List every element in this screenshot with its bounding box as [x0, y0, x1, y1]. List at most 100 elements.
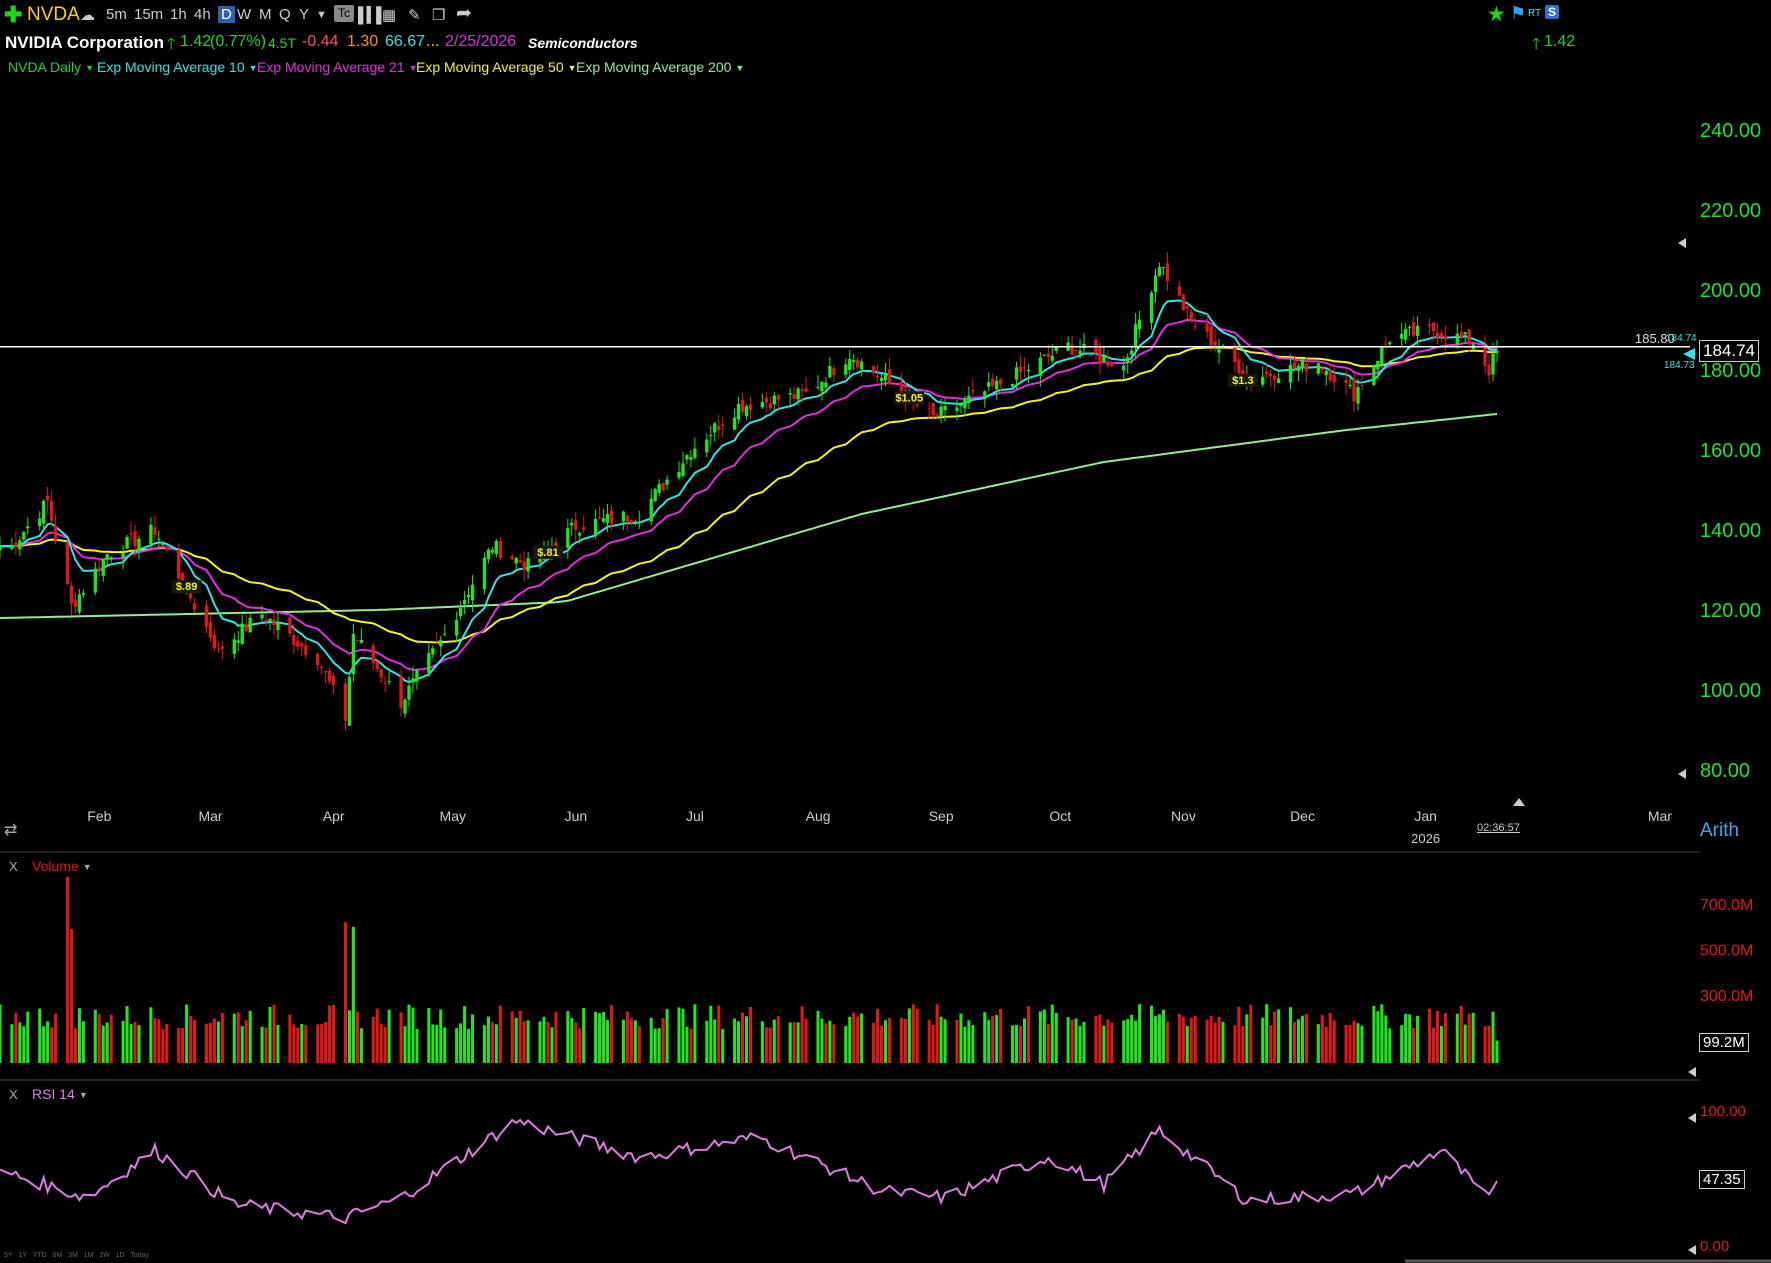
volume-bar — [248, 1011, 252, 1063]
more-info-ellipsis[interactable]: ... — [426, 33, 440, 50]
interval-yearly[interactable]: Y — [299, 6, 310, 23]
legend-ema21[interactable]: Exp Moving Average 21 ▼ — [257, 59, 418, 75]
volume-bar — [0, 1004, 2, 1063]
interval-1h[interactable]: 1h — [170, 6, 187, 23]
volume-scroll-icon[interactable] — [1688, 1067, 1696, 1077]
volume-bar — [1078, 1025, 1082, 1063]
zoom-today[interactable]: Today — [130, 1252, 149, 1259]
close-volume-panel[interactable]: X — [9, 859, 18, 874]
candle-body — [77, 594, 82, 613]
volume-bar — [661, 1018, 665, 1063]
calendar-grid-icon[interactable]: ▦ — [382, 7, 397, 24]
scroll-up-icon[interactable] — [1678, 238, 1686, 248]
legend-ema50[interactable]: Exp Moving Average 50 ▼ — [416, 59, 577, 75]
scale-mode-toggle[interactable]: Arith — [1700, 820, 1740, 841]
favorite-star-icon[interactable]: ★ — [1487, 3, 1506, 26]
candle-body — [204, 605, 209, 627]
interval-quarterly[interactable]: Q — [279, 6, 291, 23]
flag-icon[interactable]: ⚑ — [1510, 3, 1527, 23]
chevron-down-icon[interactable]: ▼ — [78, 1090, 88, 1101]
volume-bar — [935, 1004, 939, 1063]
volume-bar — [443, 1027, 447, 1063]
volume-bar — [1332, 1020, 1336, 1063]
close-rsi-panel[interactable]: X — [9, 1087, 18, 1102]
candle-body — [1348, 384, 1352, 387]
interval-5m[interactable]: 5m — [106, 6, 127, 23]
chevron-down-icon[interactable]: ▼ — [735, 63, 745, 74]
candle-body — [1181, 294, 1185, 311]
chevron-down-icon[interactable]: ▼ — [82, 862, 92, 873]
interval-4h[interactable]: 4h — [194, 6, 211, 23]
interval-weekly[interactable]: W — [237, 6, 252, 23]
rsi-scroll-down-icon[interactable] — [1688, 1245, 1696, 1255]
volume-bar — [554, 1012, 558, 1063]
zoom-5y[interactable]: 5Y — [4, 1252, 13, 1259]
volume-bar — [22, 1026, 26, 1063]
candle-body — [582, 527, 586, 531]
candle-body — [431, 648, 435, 655]
volume-panel-label[interactable]: Volume ▼ — [32, 858, 92, 874]
bar-chart-icon[interactable]: ▌▍▌ — [358, 7, 387, 24]
sector-label[interactable]: Semiconductors — [528, 35, 638, 51]
zoom-3m[interactable]: 3M — [68, 1252, 78, 1259]
legend-ema10-label: Exp Moving Average 10 — [97, 59, 245, 75]
volume-bar — [125, 1006, 129, 1063]
chart-type-icon[interactable]: ☁ — [80, 7, 95, 24]
volume-bar — [1102, 1025, 1106, 1063]
tc-indicator-icon[interactable]: Tc — [334, 5, 354, 22]
zoom-6m[interactable]: 6M — [52, 1252, 63, 1259]
s-button[interactable]: S — [1545, 5, 1560, 19]
zoom-1d[interactable]: 1D — [115, 1252, 125, 1259]
chevron-down-icon[interactable]: ▼ — [567, 63, 577, 74]
candle-body — [526, 558, 530, 572]
candle-body — [748, 404, 753, 411]
legend-price-series[interactable]: NVDA Daily ▼ — [8, 59, 94, 75]
share-icon[interactable]: ➦ — [456, 3, 472, 24]
candle-body — [1209, 326, 1213, 346]
candle-body — [1082, 343, 1086, 349]
candle-body — [236, 640, 240, 643]
zoom-1m[interactable]: 1M — [83, 1252, 94, 1259]
zoom-1w[interactable]: 1W — [99, 1252, 110, 1259]
interval-monthly[interactable]: M — [259, 6, 272, 23]
volume-bar — [1360, 1025, 1364, 1063]
chevron-down-icon[interactable]: ▼ — [248, 63, 258, 74]
legend-ema200[interactable]: Exp Moving Average 200 ▼ — [576, 59, 744, 75]
reset-zoom-icon[interactable]: ⇄ — [4, 822, 18, 839]
candle-body — [268, 618, 272, 621]
legend-ema10[interactable]: Exp Moving Average 10 ▼ — [97, 59, 258, 75]
volume-bar — [852, 1012, 856, 1063]
dividend-label: $.81 — [537, 547, 558, 559]
candle-body — [983, 391, 987, 397]
x-tick-label: Mar — [198, 808, 222, 824]
add-symbol-icon[interactable]: ✚ — [4, 2, 23, 27]
scroll-down-icon[interactable] — [1678, 769, 1686, 779]
rsi-line — [0, 1118, 1498, 1225]
interval-15m[interactable]: 15m — [134, 6, 164, 23]
candle-body — [1161, 266, 1166, 269]
chevron-down-icon[interactable]: ▼ — [85, 63, 95, 74]
layers-icon[interactable]: ❐ — [432, 7, 446, 24]
volume-bars — [0, 876, 1499, 1063]
rsi-scroll-up-icon[interactable] — [1688, 1113, 1696, 1123]
chevron-down-icon[interactable]: ▼ — [408, 63, 418, 74]
pencil-icon[interactable]: ✎ — [408, 7, 421, 24]
volume-bar — [1296, 1019, 1300, 1063]
ticker-symbol[interactable]: NVDA — [27, 4, 80, 25]
candle-body — [296, 640, 300, 647]
price-axis[interactable]: 240.00 220.00 200.00 180.00 160.00 140.00 120.… — [1700, 120, 1761, 782]
zoom-ytd[interactable]: YTD — [32, 1252, 47, 1259]
rsi-panel-label[interactable]: RSI 14 ▼ — [32, 1086, 88, 1102]
volume-panel-title: Volume — [32, 858, 79, 874]
candle-body — [292, 634, 296, 645]
interval-daily[interactable]: D — [218, 6, 235, 23]
candle-body — [971, 389, 975, 392]
candlestick-series — [0, 252, 1499, 731]
volume-bar — [50, 1027, 54, 1063]
candle-body — [276, 622, 280, 630]
zoom-1y[interactable]: 1Y — [18, 1252, 27, 1259]
volume-bar — [379, 1024, 383, 1063]
x-tick-label: Sep — [929, 808, 954, 824]
interval-dropdown-icon[interactable]: ▼ — [316, 9, 327, 21]
